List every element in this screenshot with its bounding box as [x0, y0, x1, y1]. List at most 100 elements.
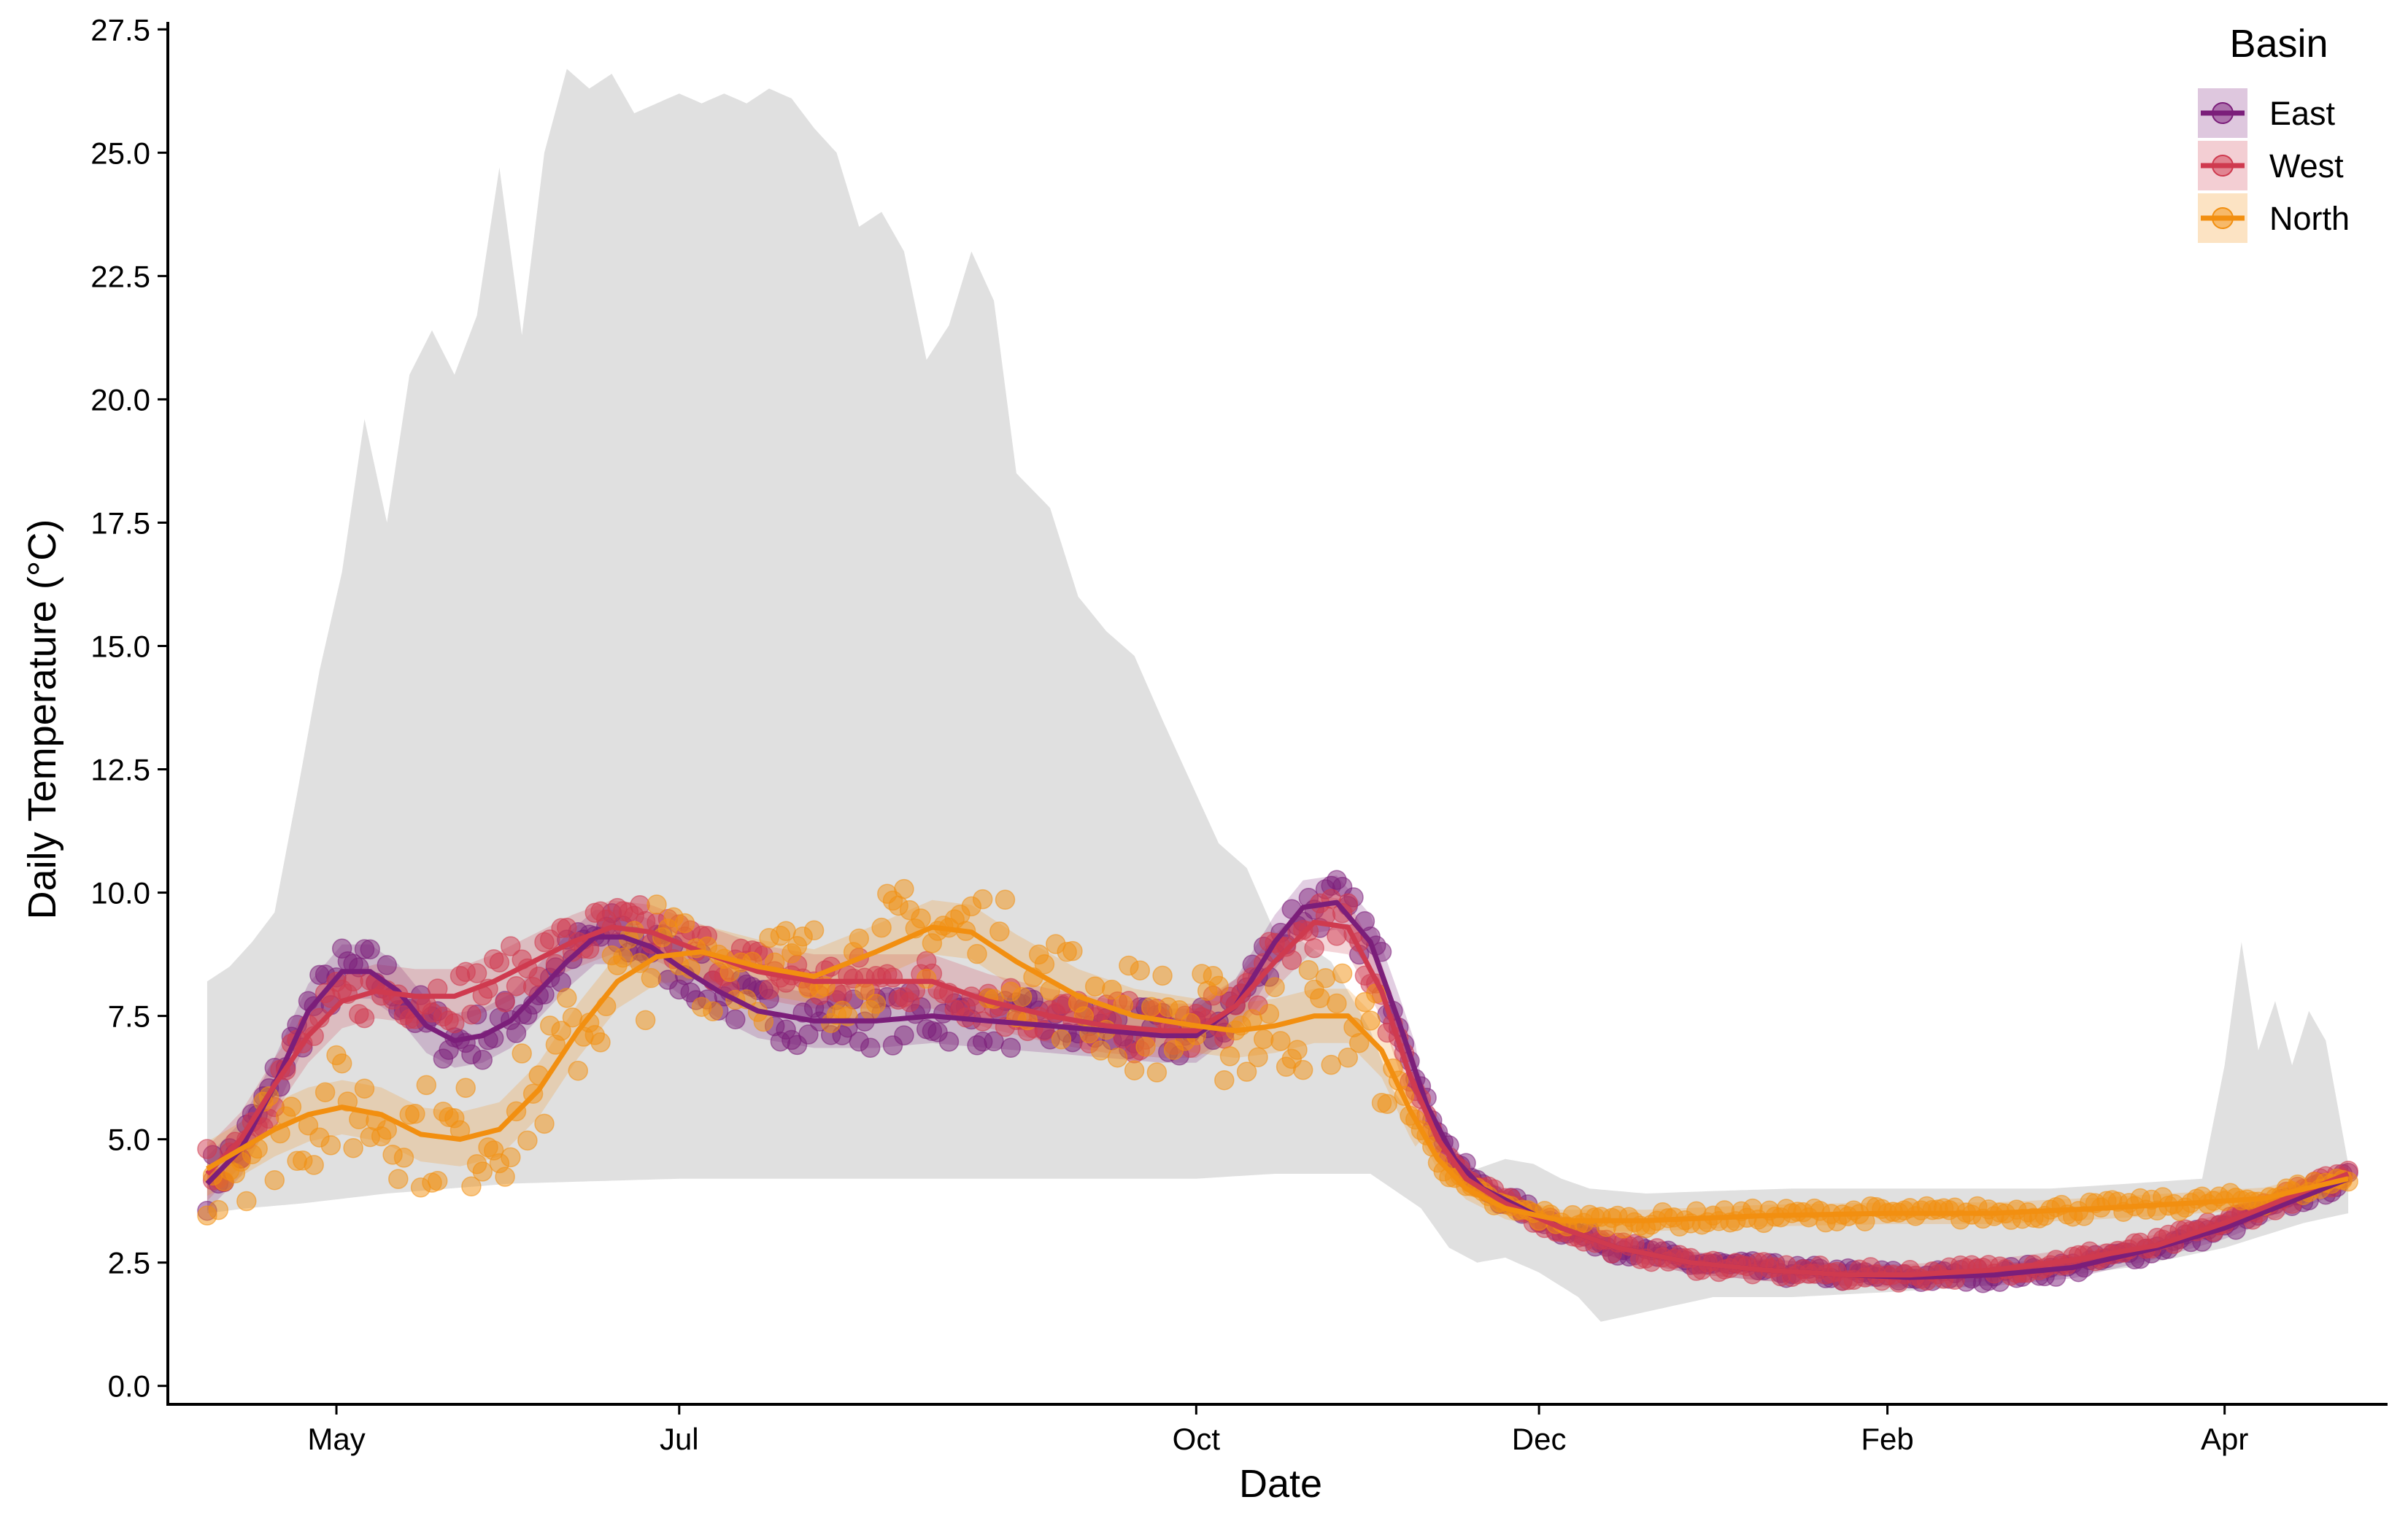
north-point [416, 1075, 437, 1096]
y-tick-label: 17.5 [90, 506, 150, 540]
x-tick-label: Dec [1512, 1422, 1567, 1456]
west-point [444, 1013, 465, 1034]
north-point [1130, 960, 1151, 980]
north-point [405, 1104, 425, 1124]
north-point [803, 920, 825, 941]
axes: 0.0 2.5 5.0 7.5 10.0 12.5 15.0 17.5 20.0 22.5 25.0… [90, 12, 2388, 1456]
smoother-lines [205, 900, 2350, 1280]
north-point [911, 908, 931, 929]
north-point [1338, 1048, 1359, 1068]
north-point [377, 1119, 398, 1140]
north-point [849, 928, 870, 949]
north-point [995, 889, 1016, 910]
north-point [562, 1007, 583, 1028]
west-point [466, 963, 487, 983]
north-point [989, 921, 1010, 942]
east-point [472, 1050, 493, 1070]
west-point [1327, 926, 1347, 946]
north-point [568, 1060, 588, 1081]
north-point [208, 1199, 229, 1220]
x-tick-label: Jul [660, 1422, 699, 1456]
west-point [1281, 950, 1303, 970]
y-tick-label: 12.5 [90, 753, 150, 787]
north-point [1169, 1000, 1189, 1021]
y-tick-label: 15.0 [90, 629, 150, 663]
west-point [489, 952, 510, 973]
north-point [1146, 1062, 1168, 1083]
north-point [1141, 997, 1162, 1018]
north-point [314, 1082, 336, 1102]
north-point [1208, 975, 1229, 997]
y-tick-label: 27.5 [90, 12, 150, 47]
y-tick-label: 5.0 [108, 1123, 150, 1157]
y-tick-label: 2.5 [108, 1246, 150, 1280]
legend-label-east: East [2269, 95, 2336, 132]
north-point [1310, 988, 1330, 1008]
north-point [1219, 1046, 1240, 1067]
y-tick-label: 10.0 [90, 876, 150, 910]
north-point [517, 1130, 538, 1151]
air-temperature-range-band [207, 69, 2349, 1322]
north-point [1248, 1047, 1268, 1067]
x-tick-label: Apr [2201, 1422, 2248, 1456]
west-point [354, 1007, 375, 1029]
legend: Basin East West North [2198, 22, 2350, 243]
y-tick-label: 20.0 [90, 382, 150, 417]
north-point [1107, 1047, 1128, 1068]
north-point [590, 1032, 611, 1053]
north-point [894, 878, 914, 900]
north-point [354, 1078, 375, 1099]
north-point [1377, 1094, 1397, 1114]
x-tick-label: Oct [1173, 1422, 1221, 1456]
north-point [1287, 1040, 1308, 1060]
x-tick-label: Feb [1861, 1422, 1913, 1456]
east-point [506, 1023, 527, 1043]
west-point [1304, 937, 1324, 959]
east-point [938, 1032, 960, 1052]
north-smooth-line [206, 924, 2349, 1223]
north-point [1327, 993, 1347, 1014]
y-axis-title: Daily Temperature (°C) [20, 519, 64, 920]
north-point [674, 913, 695, 934]
east-point [1000, 1037, 1021, 1059]
north-point [647, 894, 667, 915]
north-point [613, 947, 633, 968]
north-point [264, 1169, 285, 1191]
x-tick-label: May [307, 1422, 365, 1456]
north-point [641, 967, 662, 989]
west-point [197, 1139, 217, 1159]
north-point [455, 1078, 476, 1098]
north-point [1360, 1010, 1381, 1031]
north-point [1090, 1040, 1111, 1061]
north-point [1321, 1054, 1341, 1075]
north-point [871, 917, 892, 938]
north-point [1292, 1059, 1313, 1080]
north-point [534, 1113, 555, 1134]
range-band-area [207, 69, 2349, 1322]
north-point [865, 994, 887, 1014]
north-point [1062, 940, 1083, 962]
north-point [304, 1155, 324, 1175]
west-point [495, 992, 515, 1013]
legend-point-north [2212, 207, 2234, 229]
north-point [1152, 965, 1173, 986]
legend-label-west: West [2269, 147, 2344, 185]
y-tick-label: 25.0 [90, 136, 150, 170]
north-point [236, 1191, 257, 1212]
legend-point-east [2212, 102, 2234, 124]
east-point [894, 1025, 914, 1045]
north-point [388, 1169, 409, 1189]
north-point [972, 889, 993, 910]
west-smooth-line [205, 919, 2350, 1278]
north-point [1214, 1069, 1235, 1091]
west-point [343, 971, 363, 992]
west-point [528, 966, 549, 987]
north-point [1348, 1032, 1370, 1053]
north-point [1051, 1029, 1072, 1050]
north-point [1236, 1061, 1257, 1082]
north-point [1298, 959, 1319, 980]
north-point [703, 1001, 723, 1021]
north-point [1315, 967, 1336, 989]
north-point [1259, 1004, 1280, 1024]
west-point [461, 1004, 482, 1025]
